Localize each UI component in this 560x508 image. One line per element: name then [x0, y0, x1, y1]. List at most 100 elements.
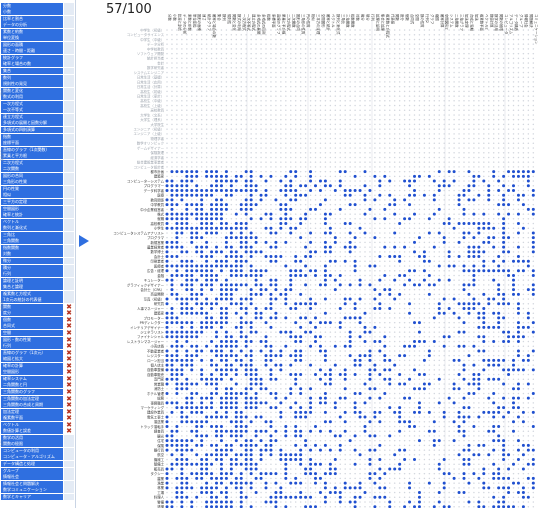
- sidebar-topic-item[interactable]: 関数と変化: [1, 87, 74, 94]
- sidebar-topic-item[interactable]: 数学とキャリア: [1, 493, 74, 500]
- matrix-dot-off: [473, 170, 475, 173]
- sidebar-topic-item[interactable]: 連立方程式: [1, 113, 74, 120]
- sidebar-topic-item[interactable]: 数学の活用: [1, 434, 74, 441]
- sidebar-topic-item[interactable]: 三角関数の合成と周期 ✖: [1, 402, 74, 409]
- matrix-dot-off: [364, 246, 366, 248]
- matrix-dot-off: [492, 33, 495, 36]
- matrix-dot-off: [398, 95, 401, 97]
- matrix-dot-off: [171, 38, 173, 41]
- sidebar-topic-item[interactable]: 座標平面: [1, 140, 74, 147]
- sidebar-topic-item[interactable]: 三平方の定理: [1, 199, 74, 206]
- sidebar-topic-item[interactable]: 一次方程式: [1, 100, 74, 107]
- matrix-dot-on: [497, 203, 501, 207]
- matrix-dot-off: [468, 274, 470, 277]
- sidebar-topic-item[interactable]: 確率の計算 ✖: [1, 362, 74, 369]
- matrix-dot-off: [507, 208, 510, 211]
- sidebar-topic-item[interactable]: 情報社会: [1, 474, 74, 481]
- sidebar-topic-item[interactable]: 空間図形 ✖: [1, 369, 74, 376]
- matrix-dot-off: [488, 114, 490, 116]
- sidebar-topic-item[interactable]: 論理と証明: [1, 277, 74, 284]
- sidebar-topic-item[interactable]: データ構造と処理: [1, 461, 74, 468]
- sidebar-topic-item[interactable]: 相似: [1, 192, 74, 199]
- matrix-dot-off: [200, 67, 203, 69]
- sidebar-topic-item[interactable]: グループ: [1, 467, 74, 474]
- sidebar-topic-item[interactable]: 縮図と拡大 ✖: [1, 356, 74, 363]
- sidebar-topic-item[interactable]: 一次不等式: [1, 107, 74, 114]
- sidebar-topic-item[interactable]: 数列と漸化式: [1, 225, 74, 232]
- sidebar-topic-item[interactable]: 集合と論理: [1, 284, 74, 291]
- sidebar-topic-item[interactable]: 微分: [1, 257, 74, 264]
- sidebar-topic-item[interactable]: 二次関数: [1, 166, 74, 173]
- sidebar-topic-item[interactable]: データの分析: [1, 22, 74, 29]
- sidebar-topic-item[interactable]: 円の性質: [1, 185, 74, 192]
- sidebar-topic-item[interactable]: 多項式の四則演算: [1, 126, 74, 133]
- sidebar-topic-item[interactable]: 空間図形: [1, 205, 74, 212]
- sidebar-topic-item[interactable]: 数値計算と誤差 ✖: [1, 428, 74, 435]
- sidebar-topic-item[interactable]: 加法定理 ✖: [1, 408, 74, 415]
- sidebar-topic-item[interactable]: 個数 ✖: [1, 316, 74, 323]
- matrix-dot-off: [507, 185, 510, 187]
- sidebar-topic-item[interactable]: ベクトル: [1, 218, 74, 225]
- sidebar-topic-item[interactable]: 積分: [1, 264, 74, 271]
- sidebar-topic-item[interactable]: 関数 ✖: [1, 303, 74, 310]
- sidebar-topic-item[interactable]: 確率と場合の数: [1, 61, 74, 68]
- sidebar-topic-item[interactable]: 指数: [1, 133, 74, 140]
- topic-status-box: [64, 257, 74, 264]
- matrix-dot-off: [483, 100, 485, 102]
- sidebar-topic-item[interactable]: 指数関数: [1, 244, 74, 251]
- sidebar-topic-item[interactable]: 合同式 ✖: [1, 323, 74, 330]
- sidebar-topic-item[interactable]: 三角関数のグラフ ✖: [1, 388, 74, 395]
- sidebar-topic-item[interactable]: 規則性の発見: [1, 81, 74, 88]
- sidebar-topic-item[interactable]: 二角関数と円 ✖: [1, 382, 74, 389]
- sidebar-topic-item[interactable]: 分数: [1, 2, 74, 9]
- sidebar-topic-item[interactable]: 行列 ✖: [1, 343, 74, 350]
- matrix-dot-off: [181, 293, 183, 296]
- matrix-dot-off: [334, 137, 337, 140]
- sidebar-topic-item[interactable]: 複素数平面 ✖: [1, 415, 74, 422]
- sidebar-topic-item[interactable]: 関数の極限: [1, 441, 74, 448]
- sidebar-topic-item[interactable]: 直線のグラフ（1次関数）: [1, 146, 74, 153]
- sidebar-topic-item[interactable]: 図形の面積: [1, 41, 74, 48]
- sidebar-topic-item[interactable]: コンピュータの利用: [1, 447, 74, 454]
- sidebar-topic-item[interactable]: ベクトル ✖: [1, 421, 74, 428]
- sidebar-topic-item[interactable]: 統計グラフ: [1, 54, 74, 61]
- matrix-dot-off: [438, 71, 440, 74]
- matrix-dot-off: [220, 104, 223, 107]
- matrix-dot-off: [255, 104, 257, 107]
- sidebar-topic-item[interactable]: 集合: [1, 68, 74, 75]
- sidebar-topic-item[interactable]: 速さ・時間・距離: [1, 48, 74, 55]
- sidebar-topic-item[interactable]: 素数と約数: [1, 28, 74, 35]
- sidebar-topic-item[interactable]: 多項式の展開と因数分解: [1, 120, 74, 127]
- sidebar-topic-item[interactable]: 空間 ✖: [1, 330, 74, 337]
- matrix-dot-off: [324, 104, 327, 107]
- matrix-dot-off: [453, 104, 455, 107]
- sidebar-topic-item[interactable]: 数学コミュニケーション: [1, 487, 74, 494]
- matrix-dot-on: [200, 269, 204, 273]
- matrix-dot-off: [473, 71, 475, 74]
- sidebar-topic-item[interactable]: 1次元の統計の代表値: [1, 297, 74, 304]
- sidebar-topic-item[interactable]: 確率と統計: [1, 212, 74, 219]
- sidebar-topic-item[interactable]: 三角関数の加法定理 ✖: [1, 395, 74, 402]
- sidebar-topic-item[interactable]: 度分 ✖: [1, 310, 74, 317]
- matrix-dot-off: [408, 255, 411, 258]
- sidebar-topic-item[interactable]: 直線のグラフ（1次元） ✖: [1, 349, 74, 356]
- sidebar-topic-item[interactable]: 図形・数の性質 ✖: [1, 336, 74, 343]
- sidebar-topic-item[interactable]: 数式の利用: [1, 94, 74, 101]
- matrix-dot-off: [200, 142, 203, 145]
- sidebar-topic-item[interactable]: 複素数と方程式: [1, 290, 74, 297]
- sidebar-topic-item[interactable]: 対数: [1, 251, 74, 258]
- sidebar-topic-item[interactable]: 情報社会と問題解決: [1, 480, 74, 487]
- sidebar-topic-item[interactable]: 単位変換: [1, 35, 74, 42]
- sidebar-topic-item[interactable]: 三角形の性質: [1, 179, 74, 186]
- sidebar-topic-item[interactable]: 図形の合同: [1, 172, 74, 179]
- sidebar-topic-item[interactable]: 行列: [1, 271, 74, 278]
- sidebar-topic-item[interactable]: コンピュータ・アルゴリズム: [1, 454, 74, 461]
- sidebar-topic-item[interactable]: 確率システム ✖: [1, 375, 74, 382]
- sidebar-topic-item[interactable]: 三角関数: [1, 238, 74, 245]
- sidebar-topic-item[interactable]: 数列: [1, 74, 74, 81]
- sidebar-topic-item[interactable]: 比率と割合: [1, 15, 74, 22]
- sidebar-topic-item[interactable]: 累乗と平方根: [1, 153, 74, 160]
- sidebar-topic-item[interactable]: 三角比: [1, 231, 74, 238]
- sidebar-topic-item[interactable]: 小数: [1, 9, 74, 16]
- sidebar-topic-item[interactable]: 二次方程式: [1, 159, 74, 166]
